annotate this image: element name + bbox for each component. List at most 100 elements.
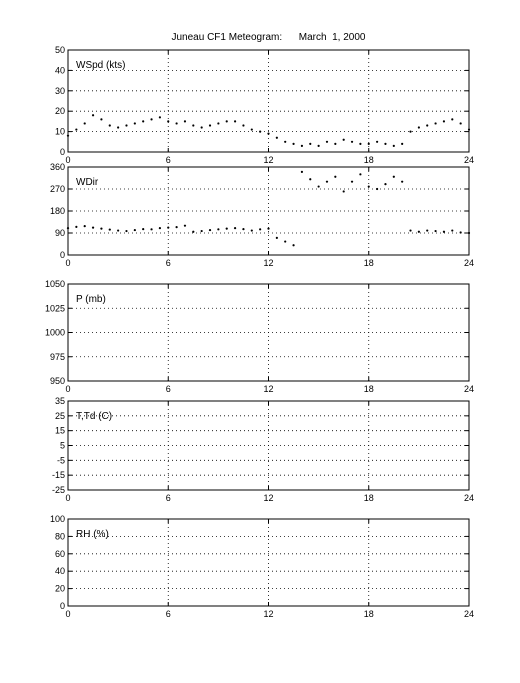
data-point — [342, 190, 345, 193]
panel-label: WDir — [76, 177, 99, 188]
data-point — [66, 134, 70, 137]
y-tick-label: 10 — [55, 127, 65, 137]
x-tick-label: 12 — [263, 493, 273, 503]
y-tick-label: 50 — [55, 45, 65, 55]
y-tick-label: 20 — [55, 106, 65, 116]
data-point — [376, 187, 379, 191]
data-point — [83, 122, 86, 125]
y-tick-label: 1050 — [45, 279, 65, 289]
data-point — [434, 229, 437, 233]
x-tick-label: 12 — [263, 609, 273, 619]
y-tick-label: 0 — [60, 601, 65, 611]
data-point — [217, 122, 220, 125]
data-point — [142, 227, 145, 231]
data-point — [200, 126, 203, 129]
y-tick-label: 975 — [50, 352, 65, 362]
data-point — [451, 118, 454, 121]
chart-title: Juneau CF1 Meteogram: March 1, 2000 — [171, 32, 366, 43]
data-point — [158, 116, 161, 119]
data-point — [108, 228, 111, 231]
data-point — [267, 227, 270, 230]
x-tick-label: 24 — [464, 258, 474, 268]
x-tick-label: 12 — [263, 258, 273, 268]
data-point — [317, 185, 320, 188]
data-point — [417, 126, 420, 129]
y-tick-label: 40 — [55, 566, 65, 576]
data-point — [417, 230, 420, 233]
data-point — [192, 230, 195, 233]
x-tick-label: 24 — [464, 155, 474, 165]
data-point — [367, 142, 370, 145]
data-point — [175, 226, 178, 229]
data-point — [467, 128, 471, 131]
panel-label: RH (%) — [76, 529, 109, 540]
data-point — [75, 225, 78, 228]
data-point — [142, 120, 145, 123]
data-point — [342, 138, 345, 141]
data-point — [208, 228, 212, 232]
x-tick-label: 12 — [263, 384, 273, 394]
data-point — [100, 227, 103, 230]
data-point — [275, 236, 278, 239]
data-point — [233, 120, 237, 123]
y-tick-label: 1000 — [45, 328, 65, 338]
y-tick-label: 20 — [55, 584, 65, 594]
y-tick-label: 40 — [55, 65, 65, 75]
data-point — [451, 229, 454, 232]
data-point — [217, 228, 220, 231]
x-tick-label: 6 — [166, 609, 171, 619]
y-tick-label: 180 — [50, 206, 65, 216]
data-point — [309, 178, 312, 181]
y-tick-label: 25 — [55, 411, 65, 421]
y-tick-label: 0 — [60, 250, 65, 260]
x-tick-label: 0 — [65, 155, 70, 165]
x-tick-label: 0 — [65, 609, 70, 619]
data-point — [325, 140, 329, 143]
data-point — [350, 180, 354, 183]
data-point — [275, 136, 278, 139]
data-point — [350, 140, 354, 143]
x-tick-label: 6 — [166, 258, 171, 268]
data-point — [66, 227, 70, 230]
x-tick-label: 18 — [364, 609, 374, 619]
x-tick-label: 0 — [65, 384, 70, 394]
data-point — [242, 124, 245, 127]
x-tick-label: 6 — [166, 384, 171, 394]
x-tick-label: 6 — [166, 155, 171, 165]
y-tick-label: -15 — [52, 470, 65, 480]
y-tick-label: 5 — [60, 441, 65, 451]
data-point — [384, 142, 387, 145]
y-tick-label: 950 — [50, 376, 65, 386]
data-point — [284, 140, 287, 143]
data-point — [300, 144, 304, 147]
y-tick-label: 60 — [55, 549, 65, 559]
data-point — [426, 124, 429, 127]
data-point — [242, 227, 245, 231]
data-point — [401, 180, 404, 183]
plot-frame — [67, 518, 470, 607]
data-point — [334, 142, 337, 145]
data-point — [133, 122, 136, 125]
data-point — [158, 227, 161, 230]
data-point — [100, 118, 103, 121]
x-tick-label: 18 — [364, 258, 374, 268]
data-point — [334, 175, 337, 178]
data-point — [325, 180, 329, 183]
data-point — [300, 170, 304, 173]
data-point — [459, 122, 462, 125]
data-point — [250, 229, 253, 232]
data-point — [167, 120, 170, 123]
y-tick-label: 15 — [55, 426, 65, 436]
data-point — [125, 124, 128, 127]
data-point — [259, 130, 262, 133]
x-tick-label: 24 — [464, 493, 474, 503]
data-point — [442, 230, 446, 233]
data-point — [183, 224, 187, 227]
data-point — [91, 114, 95, 117]
data-point — [233, 227, 237, 230]
x-tick-label: 12 — [263, 155, 273, 165]
plot-frame — [67, 49, 470, 153]
data-point — [150, 228, 153, 231]
data-point — [409, 130, 412, 133]
